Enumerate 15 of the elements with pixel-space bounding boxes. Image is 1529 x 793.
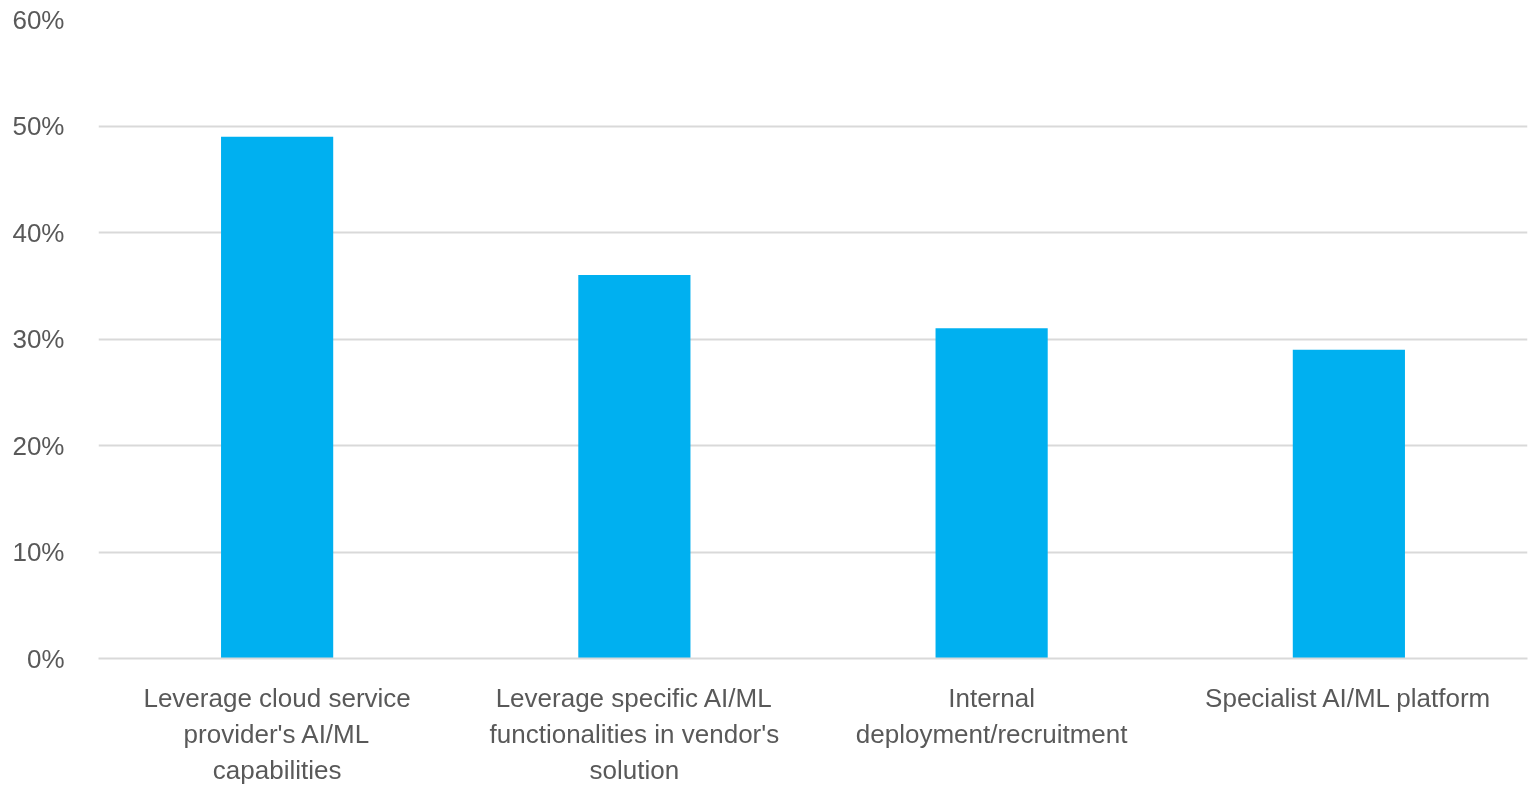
x-tick-label: Specialist AI/ML platform [1205,682,1491,713]
y-tick-label: 40% [12,217,65,248]
bar [935,328,1048,659]
bar [221,136,334,659]
y-tick-label: 60% [12,4,65,35]
bar [1292,349,1405,659]
x-tick-label: Leverage specific AI/ML functionalities in vendor's solution [489,682,780,785]
y-tick-label: 20% [12,430,65,461]
y-tick-label: 0% [26,643,65,674]
y-tick-label: 30% [12,324,65,354]
y-tick-label: 50% [12,111,65,141]
bar [578,275,691,659]
x-tick-label: Internal deployment/recruitment [855,682,1129,749]
y-tick-label: 10% [12,537,65,567]
x-tick-label: Leverage cloud service provider's AI/ML capabilities [143,682,411,785]
